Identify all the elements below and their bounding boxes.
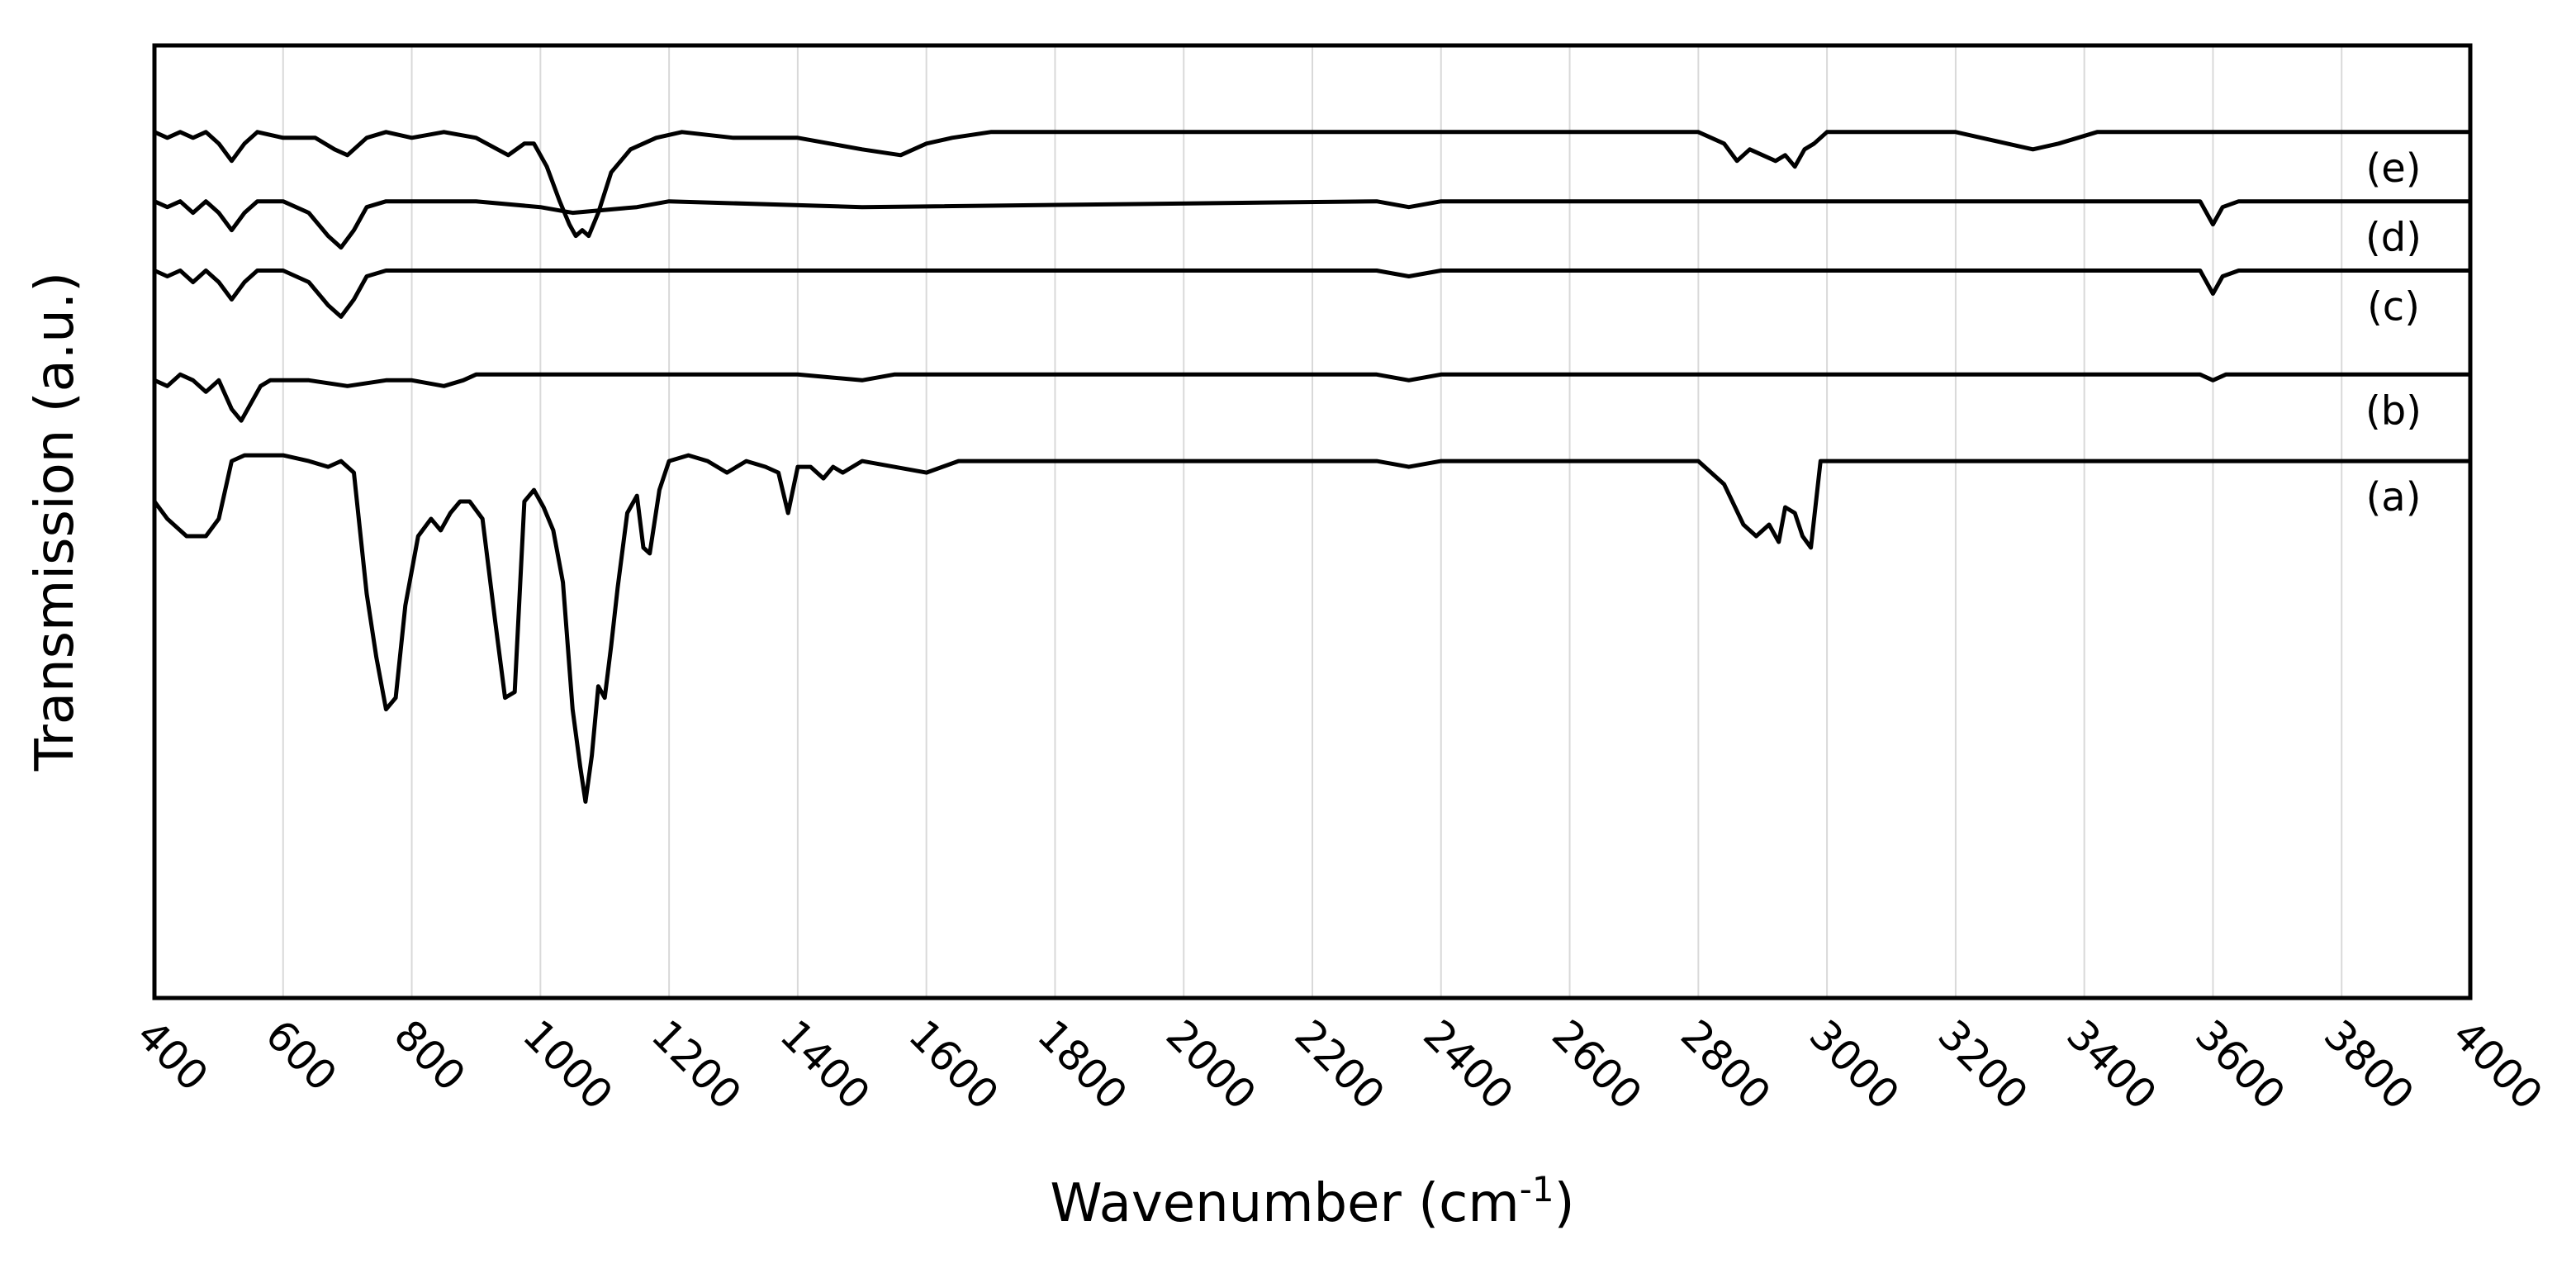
x-tick-label: 1000 <box>514 1010 622 1119</box>
x-tick-label: 400 <box>128 1010 217 1100</box>
series-labels: (a) (b) (c) (d) (e) <box>2365 145 2422 520</box>
series-line-4 <box>152 130 2473 239</box>
x-tick-label: 2800 <box>1672 1010 1780 1119</box>
y-axis-title: Transmission (a.u.) <box>25 272 86 772</box>
x-tick-label: 1800 <box>1028 1010 1136 1119</box>
x-tick-label: 3800 <box>2315 1010 2423 1119</box>
series-label-1: (b) <box>2365 387 2422 434</box>
series-label-4: (e) <box>2366 145 2422 192</box>
series-line-2 <box>152 268 2473 319</box>
x-tick-label: 3000 <box>1800 1010 1909 1119</box>
grid-lines <box>282 45 2343 998</box>
x-tick-label: 600 <box>256 1010 345 1100</box>
x-tick-label: 2400 <box>1414 1010 1522 1119</box>
x-tick-label: 800 <box>385 1010 474 1100</box>
x-axis-title-superscript: -1 <box>1520 1169 1554 1209</box>
x-axis-title-close: ) <box>1554 1173 1575 1234</box>
x-tick-label: 1600 <box>899 1010 1008 1119</box>
x-axis-title-text: Wavenumber (cm <box>1050 1173 1519 1234</box>
x-tick-label: 2200 <box>1286 1010 1394 1119</box>
x-tick-label: 2000 <box>1157 1010 1265 1119</box>
x-tick-label: 3600 <box>2186 1010 2294 1119</box>
x-tick-label: 1200 <box>643 1010 751 1119</box>
x-tick-label: 4000 <box>2444 1010 2552 1119</box>
x-axis-title: Wavenumber (cm-1) <box>1050 1169 1574 1234</box>
series-label-3: (d) <box>2365 215 2422 261</box>
series-lines <box>152 130 2473 804</box>
series-line-0 <box>152 453 2473 804</box>
x-tick-labels: 400 600 800 1000 1200 1400 1600 1800 2000 2200 240… <box>128 1010 2552 1119</box>
series-label-0: (a) <box>2366 474 2422 520</box>
x-tick-label: 3400 <box>2057 1010 2166 1119</box>
series-line-3 <box>152 199 2473 250</box>
x-tick-label: 2600 <box>1543 1010 1651 1119</box>
series-line-1 <box>152 372 2473 423</box>
plot-frame <box>152 43 2473 1000</box>
x-tick-label: 1400 <box>771 1010 879 1119</box>
x-tick-label: 3200 <box>1928 1010 2037 1119</box>
series-label-2: (c) <box>2367 284 2420 330</box>
